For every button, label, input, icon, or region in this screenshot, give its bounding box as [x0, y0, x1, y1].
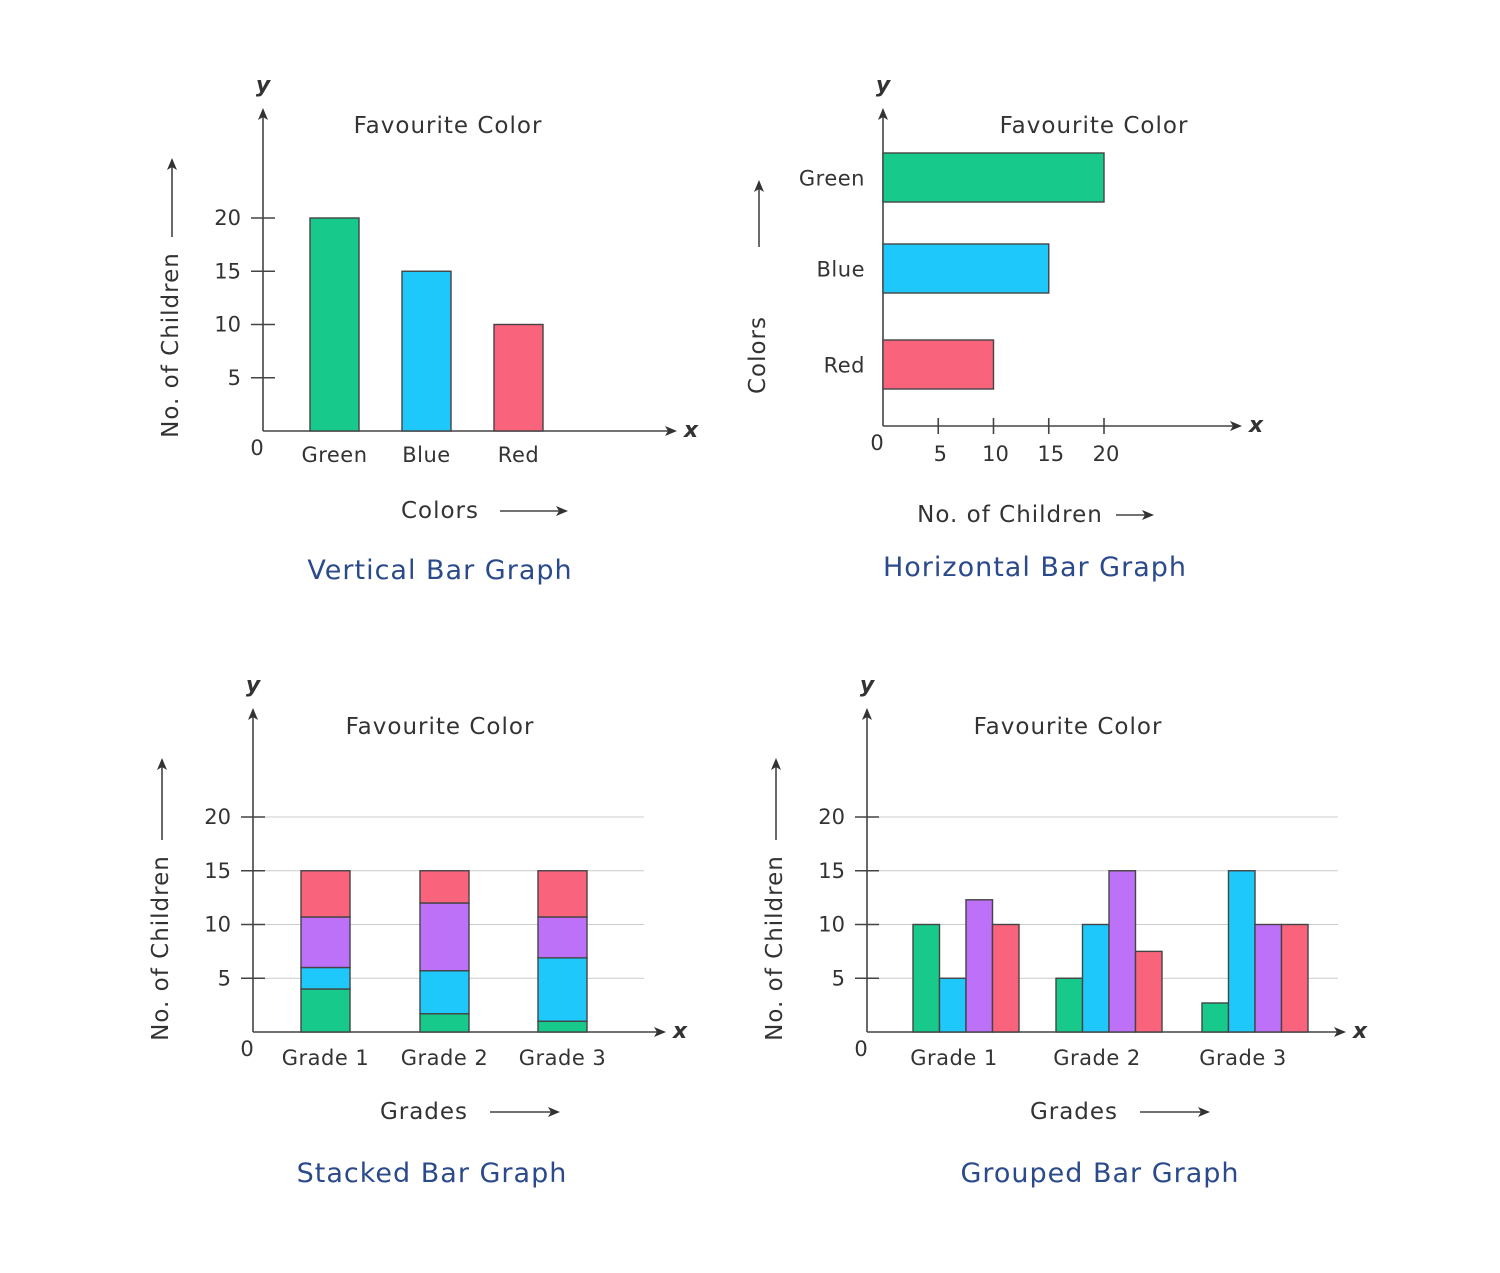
chart-title: Favourite Color [346, 714, 535, 740]
category-label: Red [498, 443, 539, 467]
y-tick-label: 10 [818, 913, 845, 937]
y-tick-label: 15 [214, 259, 241, 283]
bar-blue [882, 243, 1050, 294]
stacked-segment [300, 988, 351, 1033]
stacked-segment [537, 957, 588, 1022]
y-tick-label: 20 [818, 805, 845, 829]
origin-label: 0 [870, 431, 883, 455]
origin-label: 0 [854, 1037, 867, 1061]
chart-caption: Horizontal Bar Graph [883, 552, 1187, 583]
bar-green [882, 152, 1105, 203]
x-axis-label: No. of Children [917, 502, 1103, 528]
x-axis-letter: x [1352, 1019, 1368, 1044]
x-tick-label: 5 [934, 442, 947, 466]
grouped-bar [1134, 950, 1163, 1033]
stacked-segment [537, 870, 588, 918]
y-tick-label: 5 [218, 966, 231, 990]
y-tick-label: 15 [818, 859, 845, 883]
y-axis-label: No. of Children [762, 855, 788, 1041]
bar-green [309, 217, 360, 432]
stacked-segment [300, 870, 351, 918]
x-tick-label: 10 [982, 442, 1009, 466]
stacked-segment [419, 902, 470, 972]
origin-label: 0 [240, 1037, 253, 1061]
category-label: Grade 2 [1053, 1046, 1141, 1070]
stacked-segment [419, 1013, 470, 1033]
grouped-bar [1081, 923, 1110, 1033]
category-label: Green [799, 167, 865, 191]
y-tick-label: 5 [228, 366, 241, 390]
stacked-segment [300, 916, 351, 969]
category-label: Grade 3 [1199, 1046, 1287, 1070]
grouped-bar [1254, 923, 1283, 1033]
chart-title: Favourite Color [354, 113, 543, 139]
y-axis-letter: y [876, 73, 892, 98]
category-label: Grade 1 [282, 1046, 370, 1070]
chart-caption: Vertical Bar Graph [307, 555, 572, 586]
y-axis-label: No. of Children [158, 252, 184, 438]
grouped-bar [1227, 870, 1256, 1033]
x-axis-label: Grades [380, 1099, 468, 1125]
y-tick-label: 20 [214, 206, 241, 230]
chart-title: Favourite Color [1000, 113, 1189, 139]
y-tick-label: 15 [204, 859, 231, 883]
origin-label: 0 [250, 436, 263, 460]
bar-red [882, 339, 995, 390]
x-tick-label: 15 [1037, 442, 1064, 466]
y-tick-label: 5 [832, 966, 845, 990]
chart-caption: Stacked Bar Graph [297, 1158, 568, 1189]
y-axis-label: Colors [745, 316, 771, 394]
x-axis-letter: x [1248, 413, 1264, 438]
category-label: Grade 1 [910, 1046, 998, 1070]
y-tick-label: 10 [204, 913, 231, 937]
y-axis-letter: y [246, 673, 262, 698]
category-label: Green [301, 443, 367, 467]
grouped-bar [991, 923, 1020, 1033]
grouped-bar [965, 899, 994, 1033]
x-axis-label: Colors [401, 498, 479, 524]
grouped-bar [1201, 1002, 1230, 1033]
grouped-bar [1108, 870, 1137, 1033]
chart-title: Favourite Color [974, 714, 1163, 740]
stacked-segment [537, 916, 588, 959]
y-axis-label: No. of Children [148, 855, 174, 1041]
category-label: Blue [402, 443, 450, 467]
grouped-bar [1055, 977, 1084, 1033]
stacked-segment [300, 966, 351, 990]
bar-blue [401, 270, 452, 432]
y-tick-label: 10 [214, 313, 241, 337]
category-label: Blue [817, 258, 865, 282]
category-label: Red [824, 354, 865, 378]
grouped-bar [938, 977, 967, 1033]
stacked-segment [537, 1020, 588, 1033]
x-axis-letter: x [672, 1019, 688, 1044]
grouped-bar [912, 923, 941, 1033]
chart-caption: Grouped Bar Graph [960, 1158, 1239, 1189]
y-axis-letter: y [256, 73, 272, 98]
category-label: Grade 2 [401, 1046, 489, 1070]
x-axis-label: Grades [1030, 1099, 1118, 1125]
category-label: Grade 3 [519, 1046, 607, 1070]
grouped-bar [1280, 923, 1309, 1033]
bar-red [493, 323, 544, 432]
y-axis-letter: y [860, 673, 876, 698]
y-tick-label: 20 [204, 805, 231, 829]
x-tick-label: 20 [1093, 442, 1120, 466]
stacked-segment [419, 870, 470, 904]
x-axis-letter: x [683, 418, 699, 443]
stacked-segment [419, 970, 470, 1015]
